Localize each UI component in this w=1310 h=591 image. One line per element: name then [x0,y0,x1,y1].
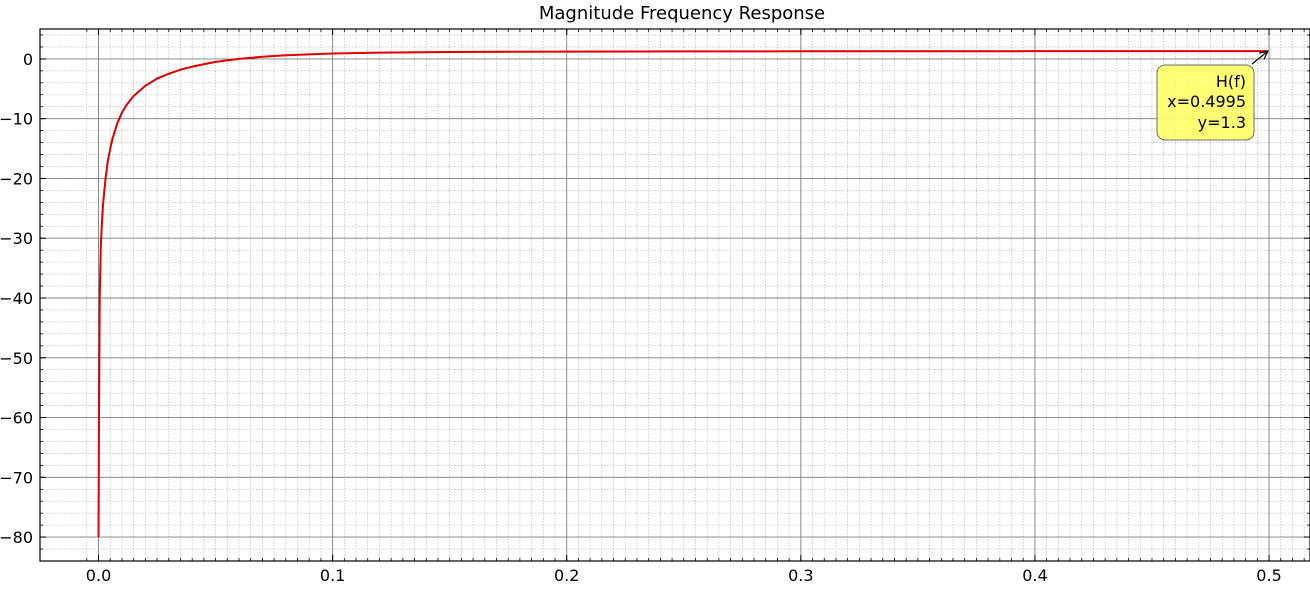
annotation-arrow-head [1258,50,1269,60]
y-tick-label: −20 [0,169,33,188]
major-grid [40,29,1310,561]
x-tick-label: 0.2 [554,566,579,585]
annotation: H(f) x=0.4995 y=1.3 [1156,50,1269,141]
minor-grid [40,29,1310,562]
chart-title: Magnitude Frequency Response [539,3,825,24]
y-tick-label: −70 [0,468,33,487]
x-tick-label: 0.4 [1022,566,1047,585]
annotation-box [1156,64,1255,141]
y-tick-label: −30 [0,229,33,248]
x-tick-labels: 0.0 0.1 0.2 0.3 0.4 0.5 [86,566,1282,585]
x-tick-label: 0.1 [320,566,345,585]
annotation-x-value: x=0.4995 [1167,92,1246,111]
series-line [97,50,1268,538]
y-tick-label: −10 [0,110,33,129]
y-tick-label: 0 [23,50,33,69]
y-tick-label: −60 [0,409,33,428]
y-tick-labels: 0 −10 −20 −30 −40 −50 −60 −70 −80 [0,50,33,547]
x-tick-label: 0.5 [1256,566,1281,585]
plot-frame [39,28,1310,562]
y-tick-label: −40 [0,289,33,308]
x-tick-label: 0.0 [86,566,111,585]
x-tick-label: 0.3 [788,566,813,585]
annotation-y-value: y=1.3 [1198,113,1246,132]
annotation-label: H(f) [1216,72,1246,91]
series-layer [97,50,1268,538]
ticks-layer [40,29,1310,562]
y-tick-label: −50 [0,349,33,368]
y-tick-label: −80 [0,528,33,547]
annotation-arrow-line [1251,50,1269,65]
